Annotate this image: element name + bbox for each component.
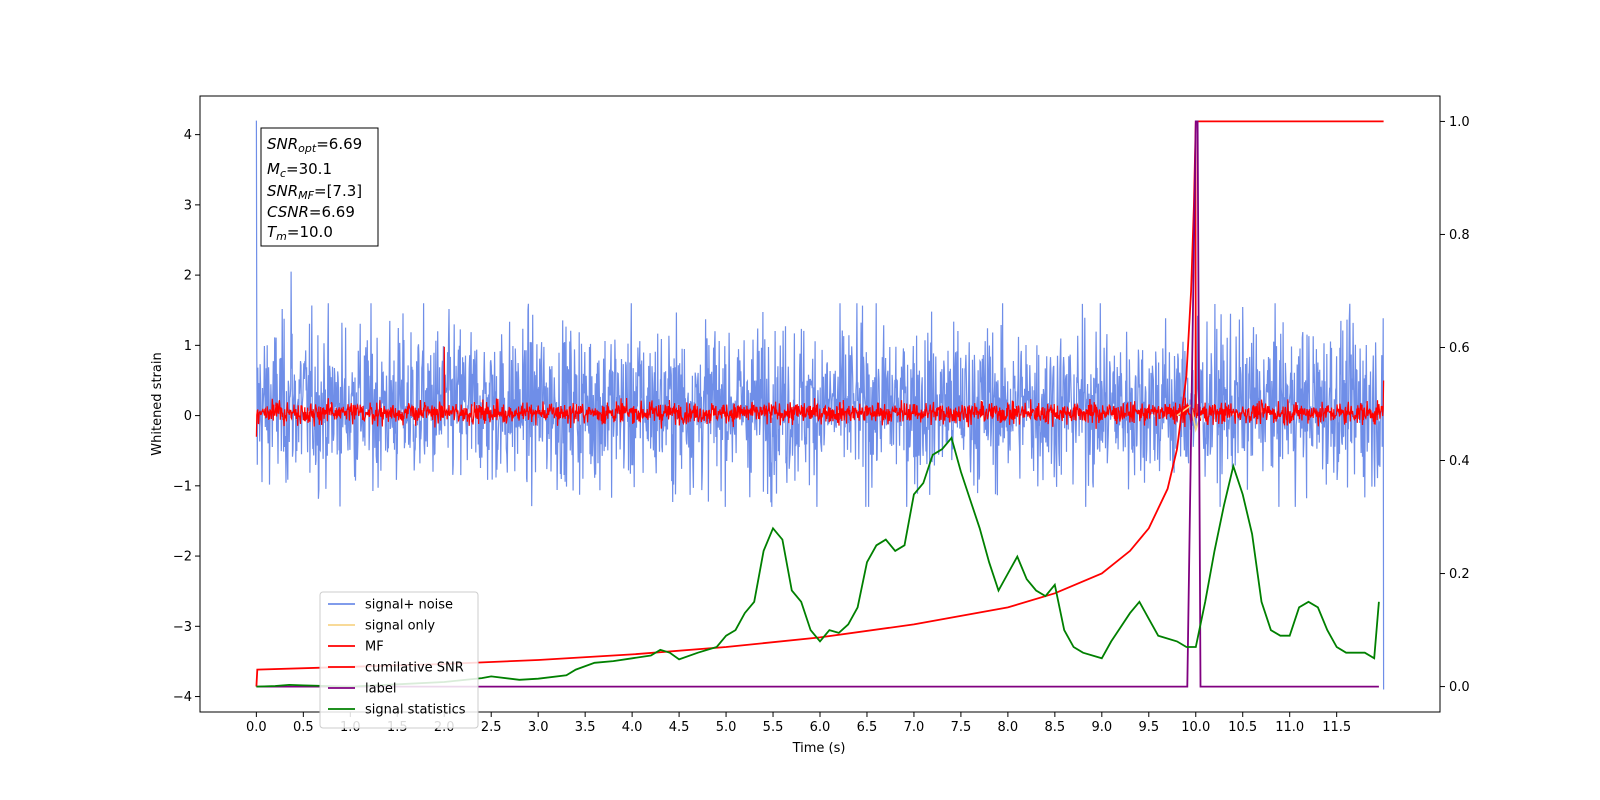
x-tick-label: 4.0 (622, 720, 643, 735)
stats-snr-mf-value: =[7.3] (314, 182, 362, 200)
x-tick-label: 0.5 (293, 720, 314, 735)
x-tick-label: 7.5 (951, 720, 972, 735)
y2-tick-label: 1.0 (1449, 115, 1470, 130)
stats-mc-main: M (267, 160, 280, 178)
x-tick-label: 5.5 (763, 720, 784, 735)
x-tick-label: 7.0 (904, 720, 925, 735)
y-tick-label: −1 (173, 479, 192, 494)
stats-mc-sub: c (280, 167, 286, 180)
legend-entry: signal only (365, 619, 435, 634)
stats-csnr-main: CSNR (267, 203, 309, 221)
x-tick-label: 9.5 (1138, 720, 1159, 735)
stats-snr-opt-value: =6.69 (316, 135, 362, 153)
x-tick-label: 11.0 (1275, 720, 1304, 735)
legend: signal+ noise signal only MF cumilative SNR… (319, 591, 479, 729)
stats-csnr: CSNR=6.69 (267, 203, 355, 221)
stats-snr-mf-sub: MF (298, 189, 314, 202)
y-tick-label: 2 (184, 269, 192, 284)
stats-snr-opt-sub: opt (298, 142, 317, 155)
stats-box-frame (260, 127, 379, 247)
x-tick-label: 3.0 (528, 720, 549, 735)
stats-tm-sub: m (276, 230, 287, 243)
y2-tick-label: 0.8 (1449, 228, 1470, 243)
legend-entry: cumilative SNR (365, 661, 464, 676)
y2-tick-label: 0.0 (1449, 680, 1470, 695)
y-tick-label: 1 (184, 339, 192, 354)
x-tick-label: 2.5 (481, 720, 502, 735)
stats-tm: Tm=10.0 (267, 223, 333, 243)
y2-tick-label: 0.4 (1449, 454, 1470, 469)
x-tick-label: 8.0 (998, 720, 1019, 735)
x-tick-label: 5.0 (716, 720, 737, 735)
series-signal-statistics (256, 436, 1380, 688)
x-tick-label: 6.5 (857, 720, 878, 735)
series-label (256, 120, 1379, 688)
y2-tick-label: 0.2 (1449, 567, 1470, 582)
x-tick-label: 8.5 (1045, 720, 1066, 735)
x-tick-label: 4.5 (669, 720, 690, 735)
x-tick-label: 9.0 (1091, 720, 1112, 735)
stats-csnr-value: =6.69 (309, 203, 355, 221)
y-axis-label: Whitened strain (150, 352, 165, 455)
stats-mc: Mc=30.1 (267, 160, 332, 180)
x-axis-label: Time (s) (792, 741, 846, 756)
x-tick-label: 6.0 (810, 720, 831, 735)
legend-entry: MF (365, 640, 384, 655)
y-tick-label: 0 (184, 409, 192, 424)
stats-tm-main: T (267, 223, 278, 241)
stats-mc-value: =30.1 (286, 160, 332, 178)
y-tick-label: 4 (184, 128, 192, 143)
legend-entry: signal statistics (365, 703, 466, 718)
legend-entry: label (365, 682, 396, 697)
y-axis-ticks: 4 3 2 1 0 −1 −2 −3 −4 (173, 128, 200, 705)
stats-snr-mf-main: SNR (267, 182, 298, 200)
y-tick-label: 3 (184, 198, 192, 213)
legend-entry: signal+ noise (365, 598, 453, 613)
y2-axis-ticks: 1.0 0.8 0.6 0.4 0.2 0.0 (1440, 115, 1470, 695)
stats-snr-mf: SNRMF=[7.3] (267, 182, 362, 202)
series-signal-only (1176, 403, 1202, 433)
y2-tick-label: 0.6 (1449, 341, 1470, 356)
stats-snr-opt: SNRopt=6.69 (267, 135, 362, 155)
legend-frame (319, 591, 479, 729)
y-tick-label: −4 (173, 690, 192, 705)
x-tick-label: 0.0 (246, 720, 267, 735)
stats-tm-value: =10.0 (287, 223, 333, 241)
y-tick-label: −3 (173, 620, 192, 635)
x-tick-label: 3.5 (575, 720, 596, 735)
x-tick-label: 10.5 (1228, 720, 1257, 735)
stats-snr-opt-main: SNR (267, 135, 298, 153)
y-tick-label: −2 (173, 550, 192, 565)
x-tick-label: 11.5 (1322, 720, 1351, 735)
stats-box: SNRopt=6.69 Mc=30.1 SNRMF=[7.3] CSNR=6.6… (260, 127, 379, 247)
x-tick-label: 10.0 (1181, 720, 1210, 735)
